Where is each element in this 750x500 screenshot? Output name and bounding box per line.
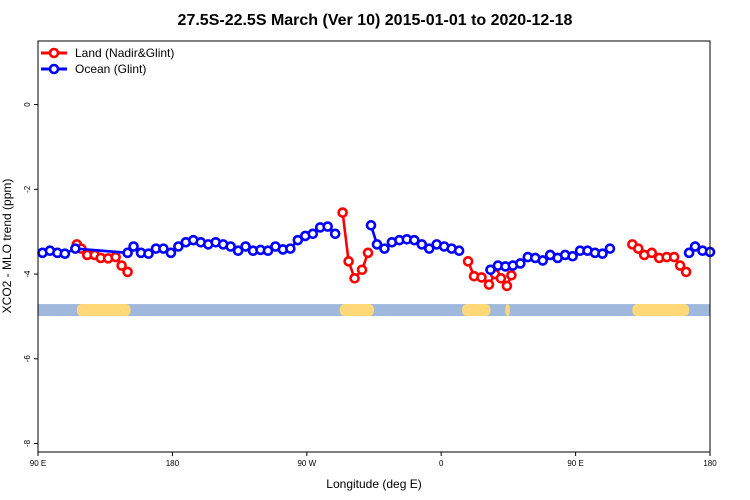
series-1-point-0-20 [232, 245, 244, 257]
series-0-point-0-8 [122, 266, 133, 278]
x-tick-label-5: 180 [703, 459, 717, 468]
series-0-point-1-2 [349, 272, 360, 284]
y-tick-label-0: 0 [23, 102, 32, 107]
series-0-point-1-3 [356, 264, 368, 276]
series-1-point-0-33 [329, 228, 341, 240]
series-1 [37, 220, 716, 276]
chart-title: 27.5S-22.5S March (Ver 10) 2015-01-01 to… [178, 12, 573, 29]
y-tick-label-3: -6 [23, 355, 32, 363]
series-1-point-0-11 [165, 247, 177, 259]
series-0 [71, 207, 692, 292]
series-1-point-2-0 [485, 264, 496, 276]
series-1-point-0-21 [240, 241, 251, 252]
y-axis-ticks: 0 -2 -4 -6 -8 [23, 102, 38, 447]
plot-frame [37, 40, 711, 453]
series-1-point-0-27 [285, 243, 296, 254]
x-tick-label-3: 0 [439, 459, 444, 468]
series-0-point-3-7 [674, 260, 686, 271]
y-axis-label: XCO2 - MLO trend (ppm) [0, 179, 14, 314]
series-1-point-1-0 [365, 220, 377, 231]
legend-label-land: Land (Nadir&Glint) [75, 46, 174, 60]
x-tick-label-4: 90 E [567, 459, 583, 468]
series-0-point-1-1 [343, 256, 354, 267]
series-0-point-1-4 [362, 247, 374, 259]
series-1-point-2-11 [567, 250, 578, 262]
series-0-point-0-6 [110, 251, 121, 263]
strip-land-2 [462, 304, 491, 317]
series-0-point-1-0 [337, 207, 348, 218]
series-layer [37, 207, 716, 292]
series-0-point-3-8 [680, 266, 692, 278]
series-0-point-3-1 [633, 243, 644, 254]
series-1-point-0-24 [262, 245, 274, 257]
series-0-point-2-6 [501, 280, 513, 292]
legend-marker-ocean [48, 63, 60, 75]
series-0-point-2-2 [476, 272, 487, 283]
series-0-point-2-3 [483, 279, 495, 290]
legend-marker-land [48, 47, 60, 59]
series-1-point-0-10 [158, 243, 169, 254]
series-1-point-0-8 [143, 248, 154, 260]
series-0-point-0-7 [116, 260, 127, 271]
series-0-point-2-0 [462, 256, 474, 267]
series-1-point-2-15 [597, 248, 608, 260]
series-1-point-2-7 [537, 255, 549, 266]
legend: Land (Nadir&Glint) Ocean (Glint) [41, 46, 174, 76]
series-1-point-1-2 [379, 243, 390, 254]
series-1-point-3-1 [689, 241, 701, 252]
series-1-point-1-7 [416, 239, 428, 250]
series-1-point-0-5 [122, 247, 133, 259]
y-tick-label-4: -8 [23, 439, 32, 447]
y-tick-label-2: -4 [23, 270, 32, 278]
series-1-point-0-4 [70, 243, 81, 254]
series-0-point-3-3 [646, 247, 658, 259]
series-1-point-2-4 [515, 258, 526, 269]
surface-strip [38, 304, 710, 317]
series-1-point-0-6 [128, 241, 139, 252]
strip-land-0 [76, 304, 131, 317]
series-1-point-0-12 [173, 241, 184, 252]
strip-land-4 [632, 304, 690, 317]
series-1-point-0-32 [322, 221, 334, 232]
strip-land-3 [505, 304, 510, 317]
series-1-point-3-0 [683, 247, 695, 259]
series-1-point-1-12 [453, 245, 465, 257]
series-0-point-2-5 [495, 272, 507, 284]
series-1-point-0-30 [307, 228, 319, 240]
series-1-point-0-19 [225, 241, 236, 252]
series-1-point-1-6 [409, 234, 420, 246]
legend-item-land: Land (Nadir&Glint) [41, 46, 174, 60]
series-1-point-1-1 [371, 239, 383, 250]
series-0-point-3-6 [668, 251, 680, 263]
legend-item-ocean: Ocean (Glint) [41, 62, 146, 76]
series-1-point-2-16 [604, 243, 616, 254]
strip-land-1 [339, 304, 374, 317]
x-axis-ticks: 90 E 180 90 W 0 90 E 180 [30, 452, 717, 468]
x-tick-label-0: 90 E [30, 459, 46, 468]
series-0-point-2-7 [506, 270, 517, 281]
x-axis-label: Longitude (deg E) [326, 477, 421, 491]
legend-label-ocean: Ocean (Glint) [75, 62, 146, 76]
series-1-point-0-3 [59, 248, 71, 260]
x-tick-label-1: 180 [166, 459, 180, 468]
x-tick-label-2: 90 W [297, 459, 316, 468]
y-tick-label-1: -2 [23, 185, 32, 193]
series-1-point-0-28 [292, 234, 304, 246]
series-1-point-1-8 [423, 243, 435, 254]
